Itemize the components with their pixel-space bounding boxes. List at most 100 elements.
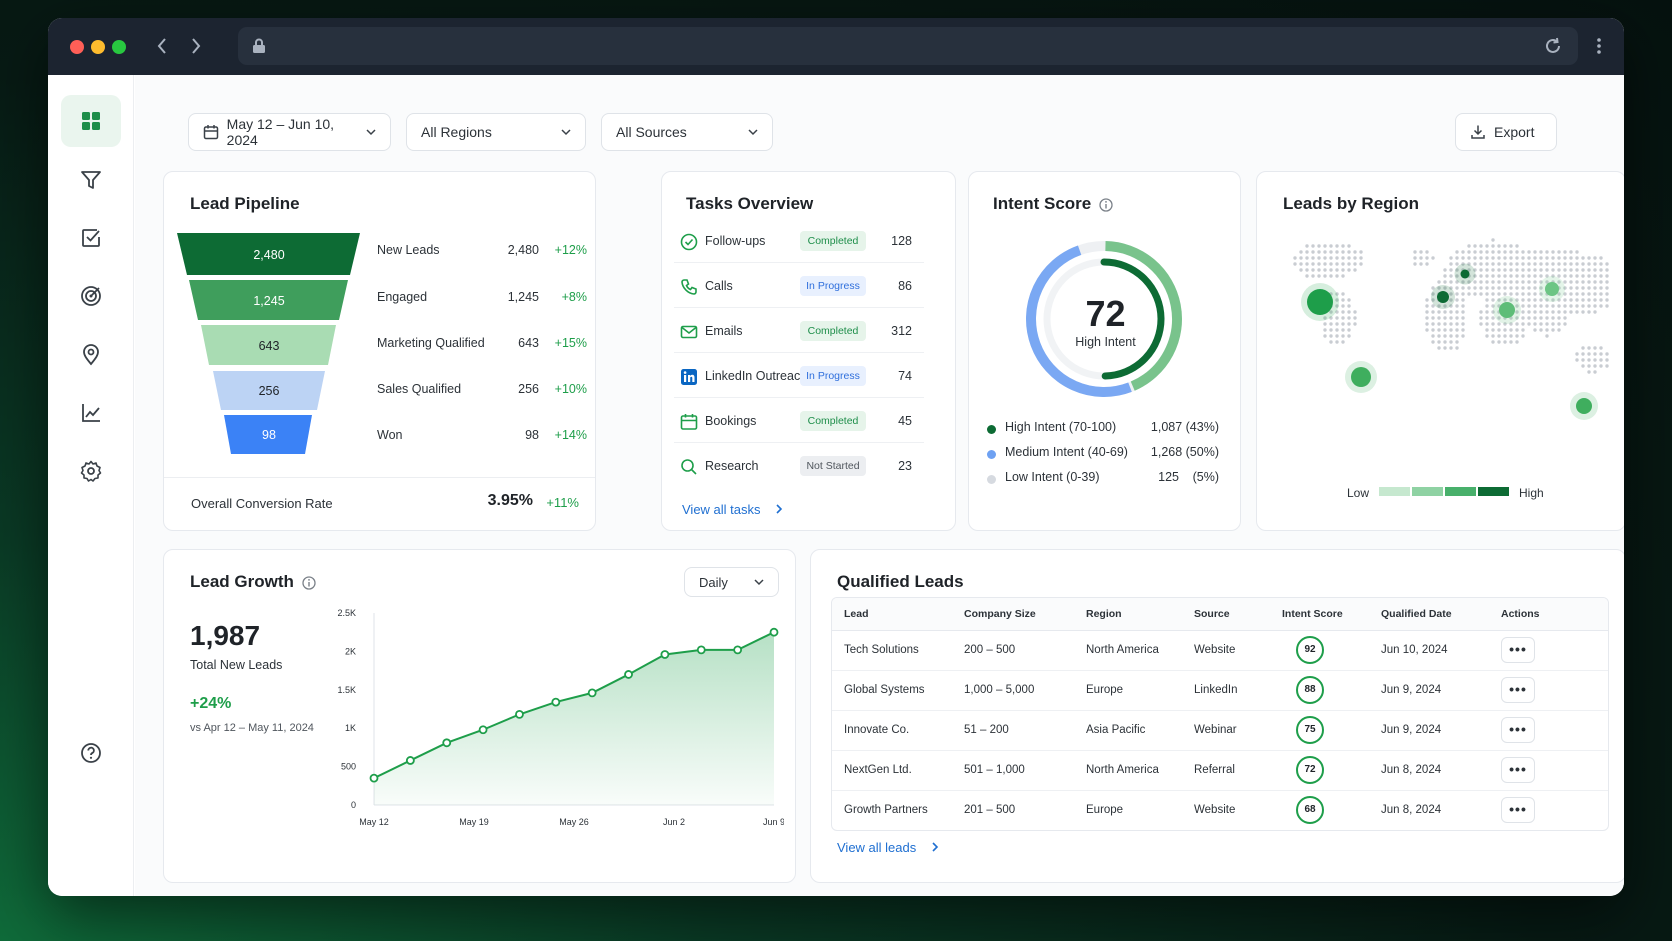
region-hotspot[interactable] xyxy=(1545,282,1559,296)
task-row[interactable]: Emails Completed 312 xyxy=(674,311,924,353)
row-actions-button[interactable]: ••• xyxy=(1501,677,1535,703)
map-dot xyxy=(1545,298,1549,302)
funnel-label-engaged: 1,245 xyxy=(253,294,284,308)
source-select[interactable]: All Sources xyxy=(601,113,773,151)
data-point[interactable] xyxy=(551,697,561,707)
map-dot xyxy=(1425,250,1429,254)
table-row[interactable]: Growth Partners 201 – 500 Europe Website 68 J… xyxy=(832,790,1608,830)
close-window-button[interactable] xyxy=(70,40,84,54)
region-hotspot[interactable] xyxy=(1437,291,1449,303)
map-dot xyxy=(1575,358,1579,362)
region-hotspot[interactable] xyxy=(1351,367,1371,387)
cell-company-size: 501 – 1,000 xyxy=(952,750,1074,791)
table-row[interactable]: Tech Solutions 200 – 500 North America Webs… xyxy=(832,630,1608,671)
address-bar[interactable] xyxy=(238,27,1578,65)
data-point[interactable] xyxy=(696,645,706,655)
stage-name: New Leads xyxy=(377,243,440,257)
map-dot xyxy=(1323,334,1327,338)
sidebar-item-locations[interactable] xyxy=(61,329,121,381)
map-dot xyxy=(1467,292,1471,296)
row-actions-button[interactable]: ••• xyxy=(1501,637,1535,663)
info-icon[interactable] xyxy=(1099,197,1113,212)
task-row[interactable]: Follow-ups Completed 128 xyxy=(674,221,924,263)
map-dot xyxy=(1497,268,1501,272)
map-dot xyxy=(1293,256,1297,260)
col-header[interactable]: Qualified Date xyxy=(1369,598,1489,631)
map-dot xyxy=(1485,250,1489,254)
map-dot xyxy=(1305,268,1309,272)
info-icon[interactable] xyxy=(302,575,316,590)
map-dot xyxy=(1455,334,1459,338)
map-dot xyxy=(1599,262,1603,266)
view-all-leads-link[interactable]: View all leads xyxy=(837,840,940,855)
region-hotspot[interactable] xyxy=(1307,289,1333,315)
task-row[interactable]: LinkedIn Outreach In Progress 74 xyxy=(674,356,924,398)
region-hotspot[interactable] xyxy=(1499,302,1515,318)
data-point[interactable] xyxy=(442,738,452,748)
export-button[interactable]: Export xyxy=(1455,113,1557,151)
table-row[interactable]: Innovate Co. 51 – 200 Asia Pacific Webinar 7… xyxy=(832,710,1608,751)
sidebar-item-dashboard[interactable] xyxy=(61,95,121,147)
more-icon[interactable] xyxy=(1596,36,1602,56)
maximize-window-button[interactable] xyxy=(112,40,126,54)
data-point[interactable] xyxy=(405,756,415,765)
sidebar-item-funnel[interactable] xyxy=(61,154,121,206)
map-dot xyxy=(1563,298,1567,302)
sidebar-item-tasks[interactable] xyxy=(61,212,121,264)
region-hotspot[interactable] xyxy=(1576,398,1592,414)
data-point[interactable] xyxy=(587,688,597,698)
sidebar-item-targets[interactable] xyxy=(61,270,121,322)
map-dot xyxy=(1485,274,1489,278)
data-point[interactable] xyxy=(369,773,379,783)
row-actions-button[interactable]: ••• xyxy=(1501,797,1535,824)
map-dot xyxy=(1449,310,1453,314)
col-header[interactable]: Lead xyxy=(832,598,952,631)
task-row[interactable]: Calls In Progress 86 xyxy=(674,266,924,308)
map-dot xyxy=(1467,250,1471,254)
view-all-tasks-link[interactable]: View all tasks xyxy=(682,502,784,517)
forward-icon[interactable] xyxy=(190,36,202,56)
interval-select[interactable]: Daily xyxy=(684,567,779,597)
map-dot xyxy=(1569,256,1573,260)
region-hotspot[interactable] xyxy=(1460,269,1470,279)
table-row[interactable]: Global Systems 1,000 – 5,000 Europe LinkedI… xyxy=(832,670,1608,711)
col-header[interactable]: Source xyxy=(1182,598,1270,631)
map-dot xyxy=(1491,262,1495,266)
back-icon[interactable] xyxy=(156,36,168,56)
map-dot xyxy=(1581,364,1585,368)
task-row[interactable]: Research Not Started 23 xyxy=(674,446,924,488)
data-point[interactable] xyxy=(733,645,743,655)
table-row[interactable]: NextGen Ltd. 501 – 1,000 North America Refe… xyxy=(832,750,1608,791)
help-button[interactable] xyxy=(61,727,121,779)
map-dot xyxy=(1299,250,1303,254)
task-count: 74 xyxy=(898,369,912,383)
map-dot xyxy=(1551,322,1555,326)
task-row[interactable]: Bookings Completed 45 xyxy=(674,401,924,443)
row-actions-button[interactable]: ••• xyxy=(1501,757,1535,783)
map-dot xyxy=(1437,322,1441,326)
region-select[interactable]: All Regions xyxy=(406,113,586,151)
col-header[interactable]: Intent Score xyxy=(1270,598,1369,631)
col-header[interactable]: Company Size xyxy=(952,598,1074,631)
reload-icon[interactable] xyxy=(1544,37,1562,55)
map-dot xyxy=(1599,274,1603,278)
data-point[interactable] xyxy=(478,725,488,735)
status-badge: Completed xyxy=(800,411,866,431)
minimize-window-button[interactable] xyxy=(91,40,105,54)
x-tick-label: May 12 xyxy=(359,817,389,827)
data-point[interactable] xyxy=(624,670,633,679)
sidebar-item-analytics[interactable] xyxy=(61,387,121,439)
intent-score-badge: 88 xyxy=(1296,676,1324,704)
row-actions-button[interactable]: ••• xyxy=(1501,717,1535,743)
date-range-select[interactable]: May 12 – Jun 10, 2024 xyxy=(188,113,391,151)
map-dot xyxy=(1581,268,1585,272)
map-dot xyxy=(1557,268,1561,272)
data-point[interactable] xyxy=(660,650,670,659)
data-point[interactable] xyxy=(515,709,524,719)
sidebar-item-settings[interactable] xyxy=(61,445,121,497)
col-header[interactable]: Region xyxy=(1074,598,1182,631)
map-dot xyxy=(1353,262,1357,266)
map-dot xyxy=(1449,262,1453,266)
cell-source: Website xyxy=(1194,804,1236,817)
data-point[interactable] xyxy=(769,627,779,637)
